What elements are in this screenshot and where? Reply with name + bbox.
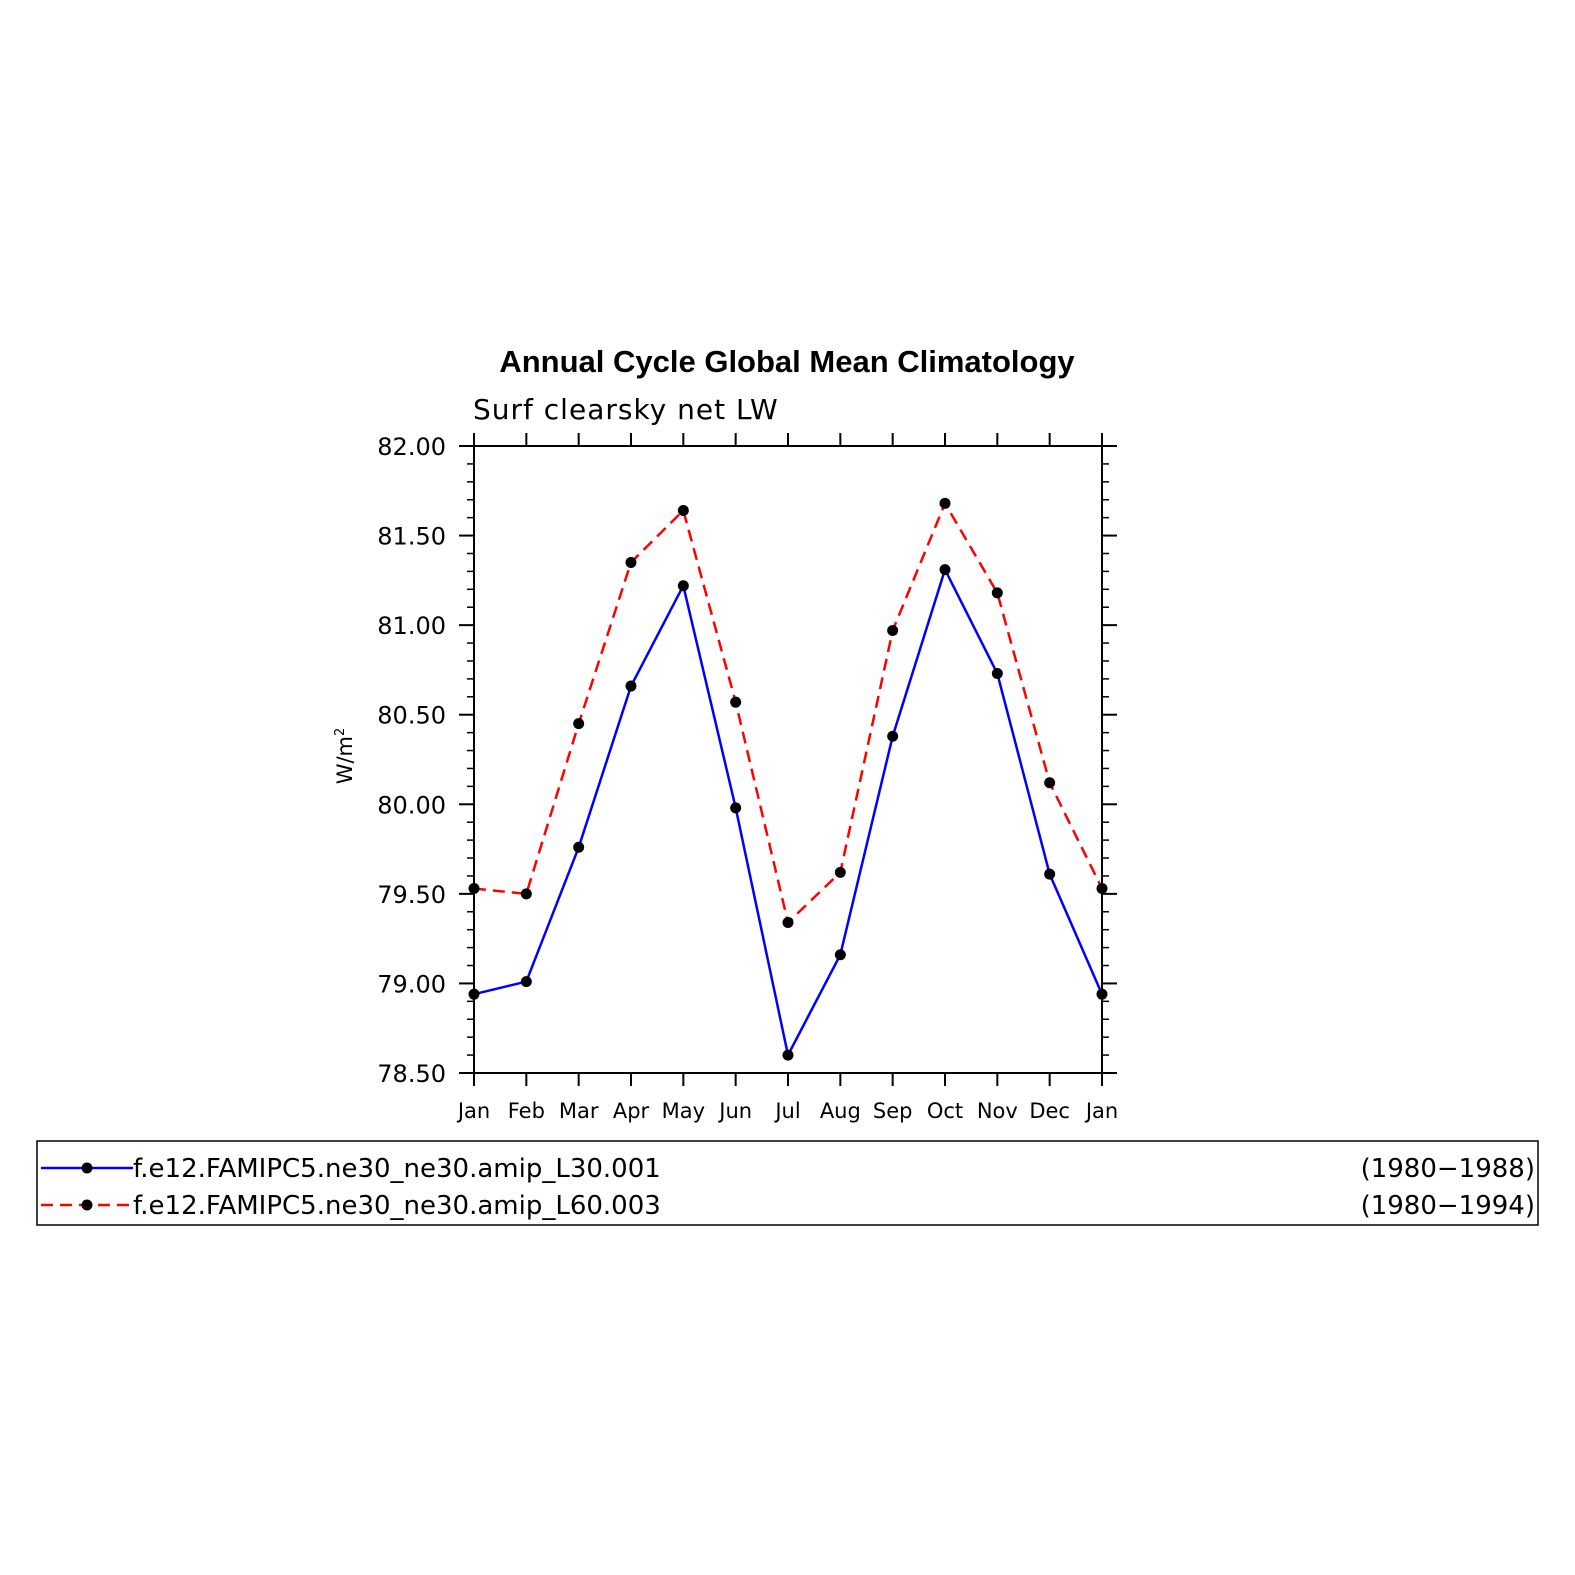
y-tick-label: 79.00 (377, 970, 446, 998)
series-2-point (991, 587, 1003, 599)
y-axis-label-exponent: 2 (333, 728, 348, 736)
x-tick-label: Aug (820, 1099, 861, 1123)
series-1-point (991, 668, 1003, 680)
legend-series-name: f.e12.FAMIPC5.ne30_ne30.amip_L60.003 (133, 1191, 661, 1221)
x-tick-label: Sep (873, 1099, 913, 1123)
y-axis-label-units: W/m (333, 736, 357, 784)
series-2-point (677, 504, 689, 516)
series-2-point (625, 556, 637, 568)
x-tick-label: Jul (773, 1099, 800, 1123)
y-tick-label: 80.00 (377, 791, 446, 819)
x-tick-label: Apr (613, 1099, 650, 1123)
x-tick-label: May (662, 1099, 705, 1123)
x-tick-label: Jan (1084, 1099, 1118, 1123)
series-2-point (468, 882, 480, 894)
legend-rows: f.e12.FAMIPC5.ne30_ne30.amip_L30.001 (198… (41, 1154, 1535, 1221)
series-2-point (834, 866, 846, 878)
chart-subtitle: Surf clearsky net LW (473, 393, 779, 426)
series-1-point (730, 802, 742, 814)
legend-box (36, 1140, 1539, 1226)
series-1-point (1044, 868, 1056, 880)
y-tick-label: 82.00 (377, 433, 446, 461)
series-2-point (573, 718, 585, 730)
legend-marker-2 (81, 1199, 93, 1211)
series-1-point (625, 680, 637, 692)
chart-title: Annual Cycle Global Mean Climatology (499, 344, 1075, 379)
series-1-point (939, 564, 951, 576)
y-tick-label: 81.50 (377, 523, 446, 551)
series-2-point (1044, 777, 1056, 789)
x-tick-label: Feb (508, 1099, 545, 1123)
series-line-1 (473, 566, 1104, 1059)
series-2-point (939, 497, 951, 509)
series-1-point (677, 580, 689, 592)
series-1-point (1096, 988, 1108, 1000)
x-tick-label: Jan (456, 1099, 490, 1123)
y-tick-label: 79.50 (377, 881, 446, 909)
series-1-point (468, 988, 480, 1000)
legend: f.e12.FAMIPC5.ne30_ne30.amip_L30.001 (198… (36, 1140, 1539, 1226)
series-2-point (1096, 882, 1108, 894)
legend-series-period: (1980−1994) (1361, 1191, 1535, 1221)
y-tick-label: 80.50 (377, 702, 446, 730)
series-1-point (887, 730, 899, 742)
series-2-point (520, 888, 532, 900)
plot-area: 78.50 79.00 79.50 80.00 80.50 81.00 81.50 82.00… (377, 433, 1118, 1123)
x-tick-label: Jun (717, 1099, 752, 1123)
legend-marker-1 (81, 1162, 93, 1174)
x-tick-label: Dec (1029, 1099, 1070, 1123)
legend-series-name: f.e12.FAMIPC5.ne30_ne30.amip_L30.001 (133, 1154, 661, 1184)
series-1-point (573, 841, 585, 853)
series-2-point (730, 696, 742, 708)
y-axis-label: W/m2 (333, 728, 357, 785)
x-tick-label: Nov (977, 1099, 1018, 1123)
series-1-point (782, 1049, 794, 1061)
series-1-point (834, 949, 846, 961)
legend-series-period: (1980−1988) (1361, 1154, 1535, 1184)
series-2-point (782, 917, 794, 929)
x-tick-label: Oct (927, 1099, 963, 1123)
x-tick-label: Mar (559, 1099, 599, 1123)
series-2-point (887, 625, 899, 637)
y-tick-label: 81.00 (377, 612, 446, 640)
y-tick-label: 78.50 (377, 1060, 446, 1088)
series-1-point (520, 976, 532, 988)
